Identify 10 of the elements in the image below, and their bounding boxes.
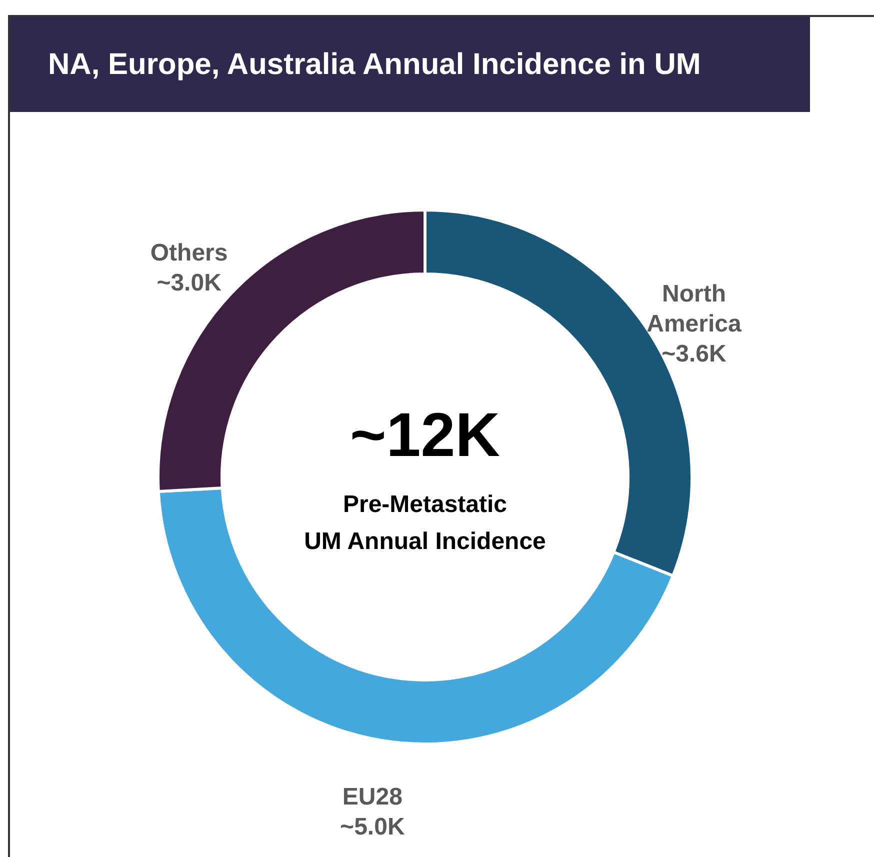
text: UM Annual Incidence bbox=[304, 528, 546, 555]
slice-label: Others bbox=[150, 240, 228, 266]
data-label: ~3.0K bbox=[156, 270, 222, 296]
text: ~12K bbox=[350, 401, 500, 470]
slice-label: EU28 bbox=[342, 784, 402, 811]
text: Pre-Metastatic bbox=[342, 491, 508, 518]
chart-title: NA, Europe, Australia Annual Incidence in UM bbox=[10, 17, 810, 112]
data-label: ~3.6K bbox=[662, 340, 728, 368]
data-label: ~5.0K bbox=[340, 814, 406, 841]
slice-label: North America bbox=[646, 280, 742, 338]
